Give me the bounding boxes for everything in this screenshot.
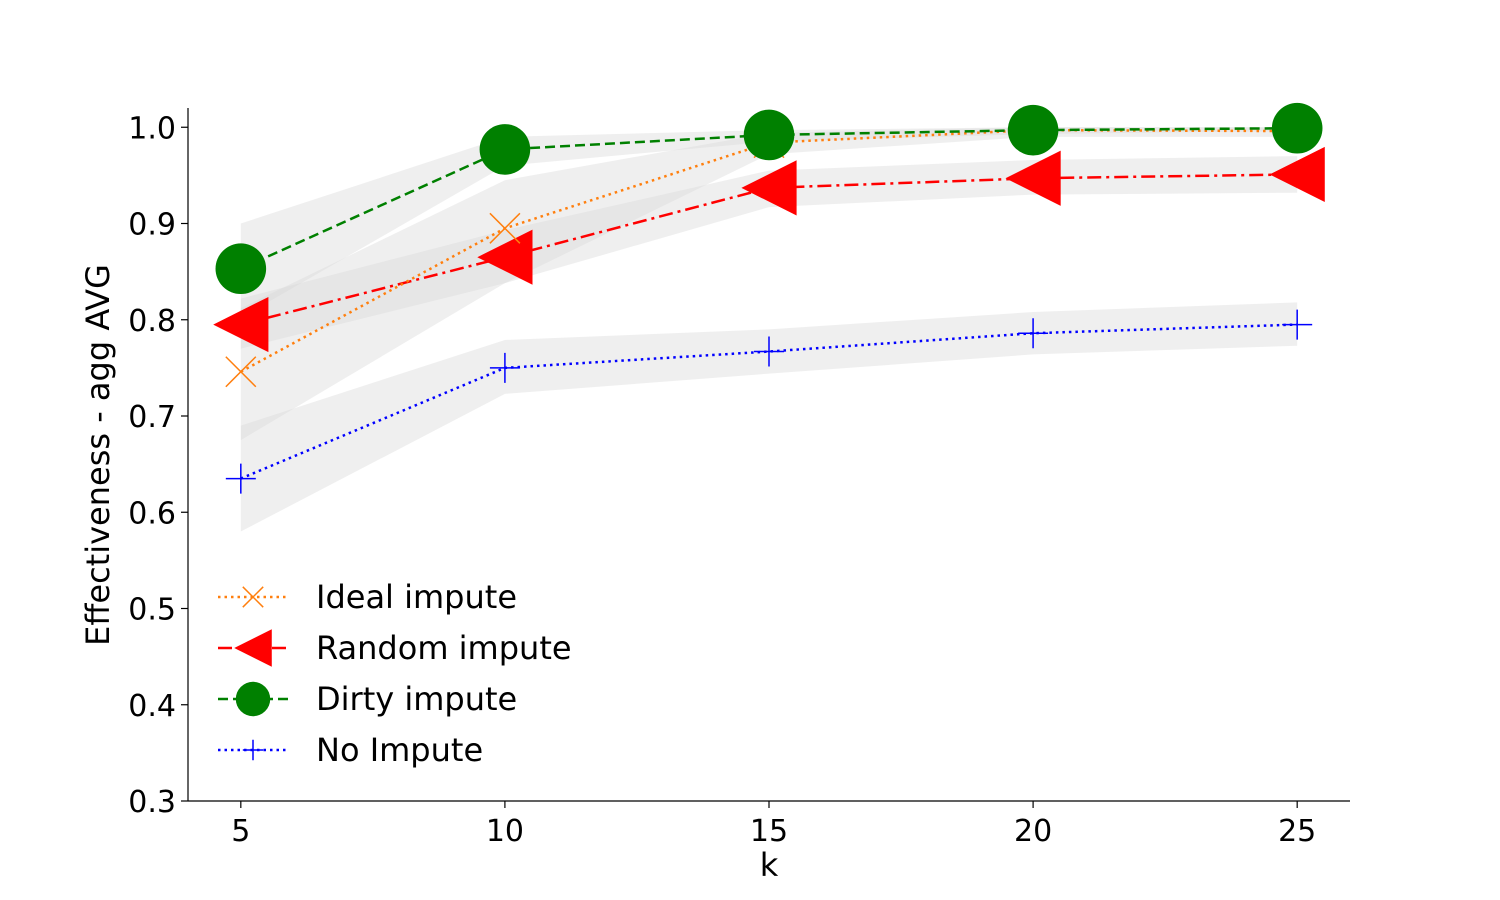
data-point-1-3 xyxy=(1005,150,1061,206)
data-point-3-0 xyxy=(225,463,256,494)
x-tick-label: 5 xyxy=(231,814,250,849)
y-tick-label: 0.3 xyxy=(128,785,176,820)
series-markers xyxy=(213,102,1325,494)
legend-item-3: No Impute xyxy=(218,731,483,769)
legend-marker xyxy=(235,681,271,717)
x-ticks: 5 10 15 20 25 xyxy=(231,801,1316,849)
data-point-3-1 xyxy=(489,352,520,383)
legend-label: No Impute xyxy=(316,731,483,769)
legend-item-2: Dirty impute xyxy=(218,680,517,718)
data-point-2-0 xyxy=(215,243,267,295)
data-point-1-4 xyxy=(1269,146,1325,203)
y-ticks: 0.3 0.4 0.5 0.6 0.7 0.8 0.9 1.0 xyxy=(128,111,188,820)
legend-label: Dirty impute xyxy=(316,680,517,718)
y-axis-label: Effectiveness - agg AVG xyxy=(79,264,117,646)
band-0 xyxy=(240,127,1298,441)
legend-label: Ideal impute xyxy=(316,578,517,616)
data-point-2-1 xyxy=(479,124,531,175)
data-point-2-3 xyxy=(1007,104,1059,156)
y-tick-label: 0.6 xyxy=(128,496,176,531)
series-line-3 xyxy=(240,323,1298,480)
series-line-2 xyxy=(240,126,1298,270)
legend-marker xyxy=(242,586,264,608)
legend-item-0: Ideal impute xyxy=(218,578,517,616)
y-tick-label: 0.7 xyxy=(128,400,176,435)
data-point-3-3 xyxy=(1018,318,1049,349)
x-tick-label: 20 xyxy=(1014,814,1052,849)
data-point-1-2 xyxy=(741,160,797,216)
data-point-3-4 xyxy=(1282,309,1313,340)
y-tick-label: 0.9 xyxy=(128,208,176,243)
legend-item-1: Random impute xyxy=(218,629,572,667)
legend: Ideal impute Random impute Dirty impute No … xyxy=(218,578,572,769)
x-tick-label: 10 xyxy=(486,814,524,849)
legend-marker xyxy=(234,629,272,667)
x-tick-label: 25 xyxy=(1278,814,1316,849)
y-tick-label: 0.4 xyxy=(128,689,176,724)
data-point-0-1 xyxy=(489,212,521,244)
data-point-3-2 xyxy=(754,336,784,367)
legend-marker xyxy=(242,739,264,761)
data-point-0-0 xyxy=(225,356,257,388)
data-point-2-2 xyxy=(743,109,795,161)
x-axis-label: k xyxy=(760,846,779,884)
x-tick-label: 15 xyxy=(750,814,788,849)
data-point-2-4 xyxy=(1271,102,1323,154)
y-tick-label: 1.0 xyxy=(128,111,176,146)
legend-label: Random impute xyxy=(316,629,572,667)
data-point-1-1 xyxy=(477,229,533,285)
data-point-1-0 xyxy=(213,296,269,353)
y-tick-label: 0.8 xyxy=(128,304,176,339)
y-tick-label: 0.5 xyxy=(128,593,176,628)
